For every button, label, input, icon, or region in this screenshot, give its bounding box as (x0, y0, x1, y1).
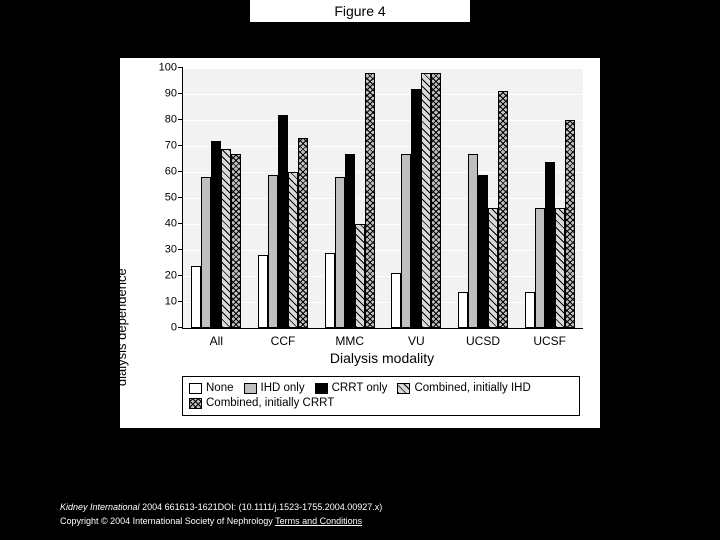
y-axis-label: % In-hospital mortality and/or dialysis … (99, 243, 129, 411)
citation: Kidney International 2004 661613-1621DOI… (60, 502, 382, 512)
gridline (183, 302, 583, 303)
ytick-label: 0 (171, 323, 183, 334)
figure-title-text: Figure 4 (334, 3, 385, 19)
legend-item: None (189, 381, 234, 396)
legend-swatch (189, 398, 202, 409)
ytick-label: 60 (165, 167, 183, 178)
bar (401, 154, 411, 328)
bar (298, 138, 308, 328)
gridline (183, 68, 583, 69)
gridline (183, 146, 583, 147)
bar (201, 177, 211, 328)
bar (231, 154, 241, 328)
citation-rest: 2004 661613-1621DOI: (10.1111/j.1523-175… (140, 502, 383, 512)
bar (468, 154, 478, 328)
plot-area: 0102030405060708090100AllCCFMMCVUUCSDUCS… (182, 68, 583, 329)
bar (545, 162, 555, 328)
legend-label: IHD only (261, 381, 305, 396)
legend-item: Combined, initially CRRT (189, 396, 334, 411)
bar (191, 266, 201, 328)
legend-label: Combined, initially IHD (414, 381, 530, 396)
copyright: Copyright © 2004 International Society o… (60, 516, 362, 526)
legend-swatch (397, 383, 410, 394)
bar (525, 292, 535, 328)
chart-container: % In-hospital mortality and/or dialysis … (120, 58, 600, 428)
bar (421, 73, 431, 328)
bar (488, 208, 498, 328)
legend-label: None (206, 381, 234, 396)
bar (258, 255, 268, 328)
bar (345, 154, 355, 328)
legend-item: Combined, initially IHD (397, 381, 530, 396)
copyright-text: Copyright © 2004 International Society o… (60, 516, 275, 526)
ytick-label: 50 (165, 193, 183, 204)
slide-root: Figure 4 % In-hospital mortality and/or … (0, 0, 720, 540)
ytick-label: 30 (165, 245, 183, 256)
x-category-label: All (210, 328, 223, 348)
x-category-label: MMC (335, 328, 364, 348)
bar (278, 115, 288, 328)
legend-swatch (189, 383, 202, 394)
citation-journal: Kidney International (60, 502, 140, 512)
x-axis-label: Dialysis modality (182, 350, 582, 366)
bar (391, 273, 401, 328)
gridline (183, 94, 583, 95)
x-category-label: CCF (271, 328, 296, 348)
bar (288, 172, 298, 328)
bar (431, 73, 441, 328)
gridline (183, 250, 583, 251)
ytick-label: 10 (165, 297, 183, 308)
legend-swatch (315, 383, 328, 394)
gridline (183, 276, 583, 277)
bar (458, 292, 468, 328)
legend-label: CRRT only (332, 381, 388, 396)
ytick-label: 90 (165, 89, 183, 100)
bar (535, 208, 545, 328)
legend: NoneIHD onlyCRRT onlyCombined, initially… (182, 376, 580, 416)
gridline (183, 120, 583, 121)
legend-item: CRRT only (315, 381, 388, 396)
x-category-label: VU (408, 328, 425, 348)
x-category-label: UCSF (533, 328, 566, 348)
bar (325, 253, 335, 328)
bar (478, 175, 488, 328)
ytick-label: 70 (165, 141, 183, 152)
bar (411, 89, 421, 328)
gridline (183, 198, 583, 199)
ytick-label: 20 (165, 271, 183, 282)
legend-label: Combined, initially CRRT (206, 396, 334, 411)
bar (365, 73, 375, 328)
bar (565, 120, 575, 328)
x-category-label: UCSD (466, 328, 500, 348)
bar (555, 208, 565, 328)
gridline (183, 172, 583, 173)
terms-link[interactable]: Terms and Conditions (275, 516, 362, 526)
figure-title: Figure 4 (250, 0, 470, 22)
bar (268, 175, 278, 328)
legend-swatch (244, 383, 257, 394)
bar (335, 177, 345, 328)
bar (498, 91, 508, 328)
ytick-label: 80 (165, 115, 183, 126)
legend-item: IHD only (244, 381, 305, 396)
bar (221, 149, 231, 328)
bar (355, 224, 365, 328)
bar (211, 141, 221, 328)
gridline (183, 224, 583, 225)
ytick-label: 100 (159, 63, 183, 74)
ytick-label: 40 (165, 219, 183, 230)
